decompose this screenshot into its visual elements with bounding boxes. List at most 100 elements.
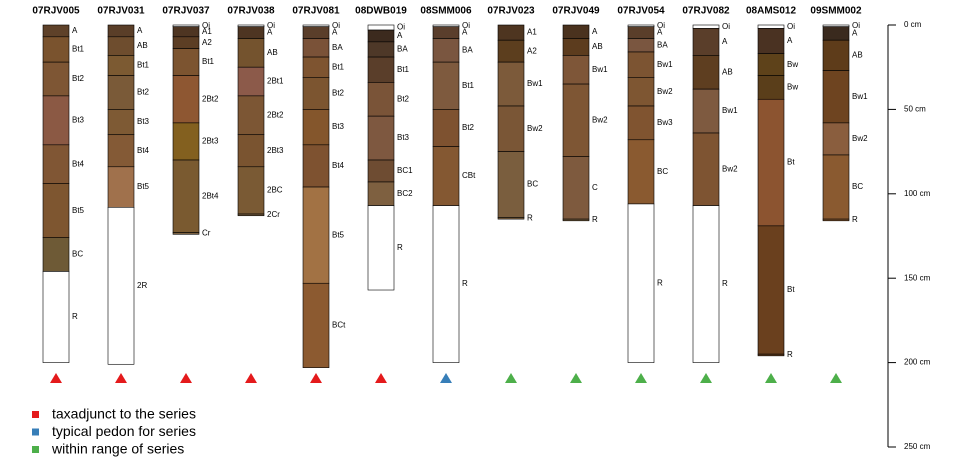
horizon-label: A xyxy=(72,26,78,35)
horizon-label: Bt1 xyxy=(332,62,345,71)
horizon xyxy=(757,24,785,29)
horizon xyxy=(757,75,785,100)
horizon-label: Bt2 xyxy=(137,88,150,97)
horizon-label: Oi xyxy=(852,21,860,30)
horizon-label: R xyxy=(462,279,468,288)
horizon-label: BA xyxy=(397,45,408,54)
horizon xyxy=(692,132,720,206)
horizon-label: Cr xyxy=(202,229,211,238)
horizon-label: R xyxy=(787,350,793,359)
horizon-label: 2Cr xyxy=(267,210,280,219)
marker xyxy=(830,373,842,383)
horizon xyxy=(627,26,655,39)
horizon-label: Bw1 xyxy=(722,106,738,115)
marker xyxy=(245,373,257,383)
horizon xyxy=(367,115,395,161)
horizon-label: 2Bt3 xyxy=(202,137,219,146)
horizon-label: A xyxy=(787,36,793,45)
horizon-label: BC2 xyxy=(397,189,413,198)
horizon xyxy=(237,134,265,168)
horizon xyxy=(302,186,330,284)
profile-name: 08DWB019 xyxy=(355,6,407,17)
horizon xyxy=(627,51,655,78)
horizon-label: Bw1 xyxy=(592,65,608,74)
horizon-label: R xyxy=(722,279,728,288)
horizon xyxy=(822,26,850,41)
profile-name: 07RJV031 xyxy=(97,6,145,17)
profile-name: 07RJV054 xyxy=(617,6,665,17)
horizon xyxy=(432,38,460,63)
horizon xyxy=(757,353,785,357)
profile-name: 08AMS012 xyxy=(746,6,796,17)
horizon-label: R xyxy=(657,278,663,287)
horizon xyxy=(562,218,590,222)
horizon xyxy=(42,61,70,97)
horizon-label: A1 xyxy=(527,28,537,37)
horizon xyxy=(497,105,525,152)
horizon xyxy=(822,70,850,124)
horizon-label: A2 xyxy=(202,38,212,47)
horizon-label: Bw xyxy=(787,83,798,92)
horizon xyxy=(822,218,850,222)
horizon xyxy=(757,225,785,355)
horizon xyxy=(42,237,70,272)
horizon xyxy=(302,144,330,188)
horizon-label: Bt3 xyxy=(397,133,410,142)
horizon xyxy=(757,98,785,227)
horizon-label: A xyxy=(462,28,468,37)
horizon xyxy=(692,24,720,29)
horizon-label: A xyxy=(722,37,728,46)
horizon xyxy=(627,38,655,53)
marker xyxy=(505,373,517,383)
horizon xyxy=(627,77,655,107)
horizon-label: A2 xyxy=(527,46,537,55)
horizon xyxy=(42,271,70,363)
profile-name: 07RJV049 xyxy=(552,6,600,17)
horizon xyxy=(367,41,395,58)
horizon-label: A xyxy=(852,29,858,38)
horizon xyxy=(432,61,460,110)
marker xyxy=(50,373,62,383)
horizon-label: Bt4 xyxy=(72,159,85,168)
horizon-label: Oi xyxy=(202,21,210,30)
horizon-label: Bt3 xyxy=(72,115,85,124)
horizon-label: Bw2 xyxy=(592,115,608,124)
legend-label: within range of series xyxy=(51,441,184,457)
horizon xyxy=(692,88,720,134)
horizon-label: Bt3 xyxy=(332,122,345,131)
horizon-label: A xyxy=(657,28,663,37)
horizon xyxy=(107,75,135,110)
horizon xyxy=(367,181,395,206)
horizon-label: Bt2 xyxy=(397,94,410,103)
horizon-label: BA xyxy=(332,43,343,52)
horizon xyxy=(822,154,850,220)
horizon xyxy=(432,109,460,147)
horizon-label: 2Bt2 xyxy=(202,94,219,103)
profile-name: 07RJV005 xyxy=(32,6,80,17)
horizon-label: Bt xyxy=(787,285,795,294)
horizon-label: Oi xyxy=(722,22,730,31)
horizon-label: Bw3 xyxy=(657,118,673,127)
horizon-label: A xyxy=(397,31,403,40)
profile-name: 07RJV023 xyxy=(487,6,535,17)
legend-label: typical pedon for series xyxy=(52,423,196,439)
horizon-label: 2BC xyxy=(267,186,283,195)
horizon xyxy=(302,77,330,110)
horizon xyxy=(367,82,395,117)
horizon-label: BC xyxy=(72,250,83,259)
horizon xyxy=(172,159,200,233)
horizon xyxy=(172,26,200,38)
horizon-label: Bt5 xyxy=(332,230,345,239)
horizon-label: Oi xyxy=(462,21,470,30)
horizon-label: AB xyxy=(852,50,863,59)
horizon xyxy=(497,39,525,63)
profile-name: 07RJV082 xyxy=(682,6,730,17)
horizon-label: BCt xyxy=(332,321,346,330)
horizon xyxy=(42,24,70,38)
horizon xyxy=(497,151,525,218)
horizon xyxy=(302,38,330,58)
horizon-label: BA xyxy=(462,45,473,54)
legend-swatch xyxy=(32,411,39,418)
horizon xyxy=(367,56,395,83)
horizon xyxy=(302,56,330,78)
